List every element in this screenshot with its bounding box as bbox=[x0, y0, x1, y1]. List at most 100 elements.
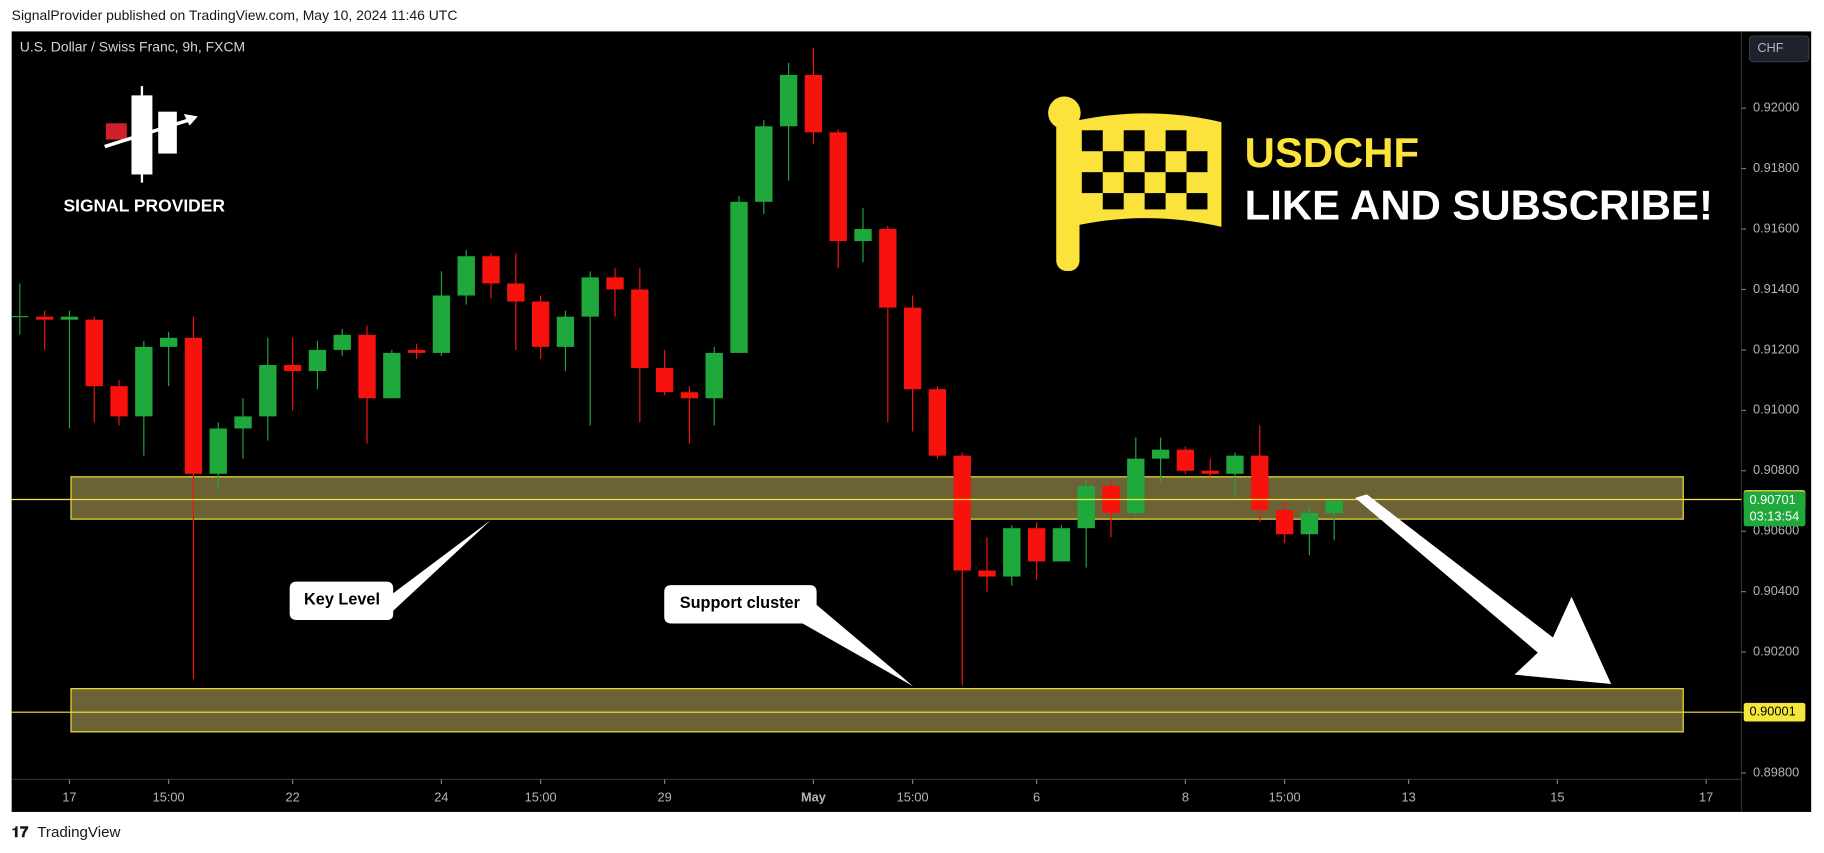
candle-body bbox=[1325, 500, 1343, 514]
candle-body bbox=[60, 316, 79, 320]
x-tick-label: 17 bbox=[62, 789, 76, 804]
level-label: 0.90001 bbox=[1750, 704, 1796, 719]
candle-body bbox=[1176, 449, 1195, 471]
candle-body bbox=[507, 283, 525, 302]
candle-body bbox=[1077, 485, 1095, 529]
candle-body bbox=[482, 256, 500, 284]
x-tick-label: 15:00 bbox=[897, 789, 929, 804]
candle-body bbox=[1151, 449, 1170, 459]
x-tick-label: 8 bbox=[1182, 789, 1189, 804]
candle-body bbox=[358, 334, 376, 399]
x-tick-label: 15 bbox=[1550, 789, 1564, 804]
candle-body bbox=[705, 352, 723, 399]
candle-body bbox=[606, 277, 624, 290]
candle-body bbox=[879, 229, 897, 308]
candle-body bbox=[1300, 513, 1319, 535]
x-tick-label: 6 bbox=[1033, 789, 1040, 804]
candle-body bbox=[581, 277, 599, 317]
x-tick-label: 13 bbox=[1401, 789, 1415, 804]
candle-body bbox=[1052, 528, 1071, 562]
callout-support bbox=[664, 585, 914, 687]
title: USDCHF bbox=[1245, 129, 1419, 176]
y-tick-label: 0.91400 bbox=[1753, 281, 1799, 296]
candle-body bbox=[135, 346, 153, 417]
candle-body bbox=[407, 349, 426, 353]
logo-text: SIGNAL PROVIDER bbox=[64, 196, 226, 216]
x-tick-label: 17 bbox=[1699, 789, 1713, 804]
candle-body bbox=[209, 428, 227, 474]
zone bbox=[70, 688, 1684, 733]
y-tick-label: 0.92000 bbox=[1753, 100, 1799, 115]
candle-body bbox=[184, 337, 203, 474]
currency: CHF bbox=[1757, 40, 1783, 55]
candle-body bbox=[234, 416, 252, 429]
candle-body bbox=[928, 389, 947, 456]
footer-logo: 𝟏𝟕 bbox=[12, 824, 29, 841]
x-tick-label: May bbox=[801, 789, 827, 804]
y-tick-label: 0.91600 bbox=[1753, 220, 1799, 235]
candle-body bbox=[333, 334, 351, 350]
last-price-label: 0.90701 bbox=[1750, 492, 1796, 507]
y-tick-label: 0.91000 bbox=[1753, 402, 1799, 417]
candle-body bbox=[903, 307, 922, 390]
candle-body bbox=[1127, 458, 1145, 514]
candle-body bbox=[383, 352, 401, 399]
candle-body bbox=[11, 316, 29, 318]
arrow bbox=[1355, 494, 1612, 684]
candle-body bbox=[531, 301, 550, 347]
y-tick-label: 0.90600 bbox=[1753, 523, 1799, 538]
candle-body bbox=[779, 74, 798, 127]
x-tick-label: 22 bbox=[286, 789, 300, 804]
y-tick-label: 0.89800 bbox=[1753, 764, 1799, 779]
plot-area: 0.898000.900000.902000.904000.906000.908… bbox=[11, 47, 1806, 804]
x-tick-label: 15:00 bbox=[153, 789, 185, 804]
candle-body bbox=[556, 316, 575, 347]
candle-body bbox=[829, 132, 847, 242]
last-price-badge bbox=[1743, 491, 1806, 527]
x-tick-label: 15:00 bbox=[1269, 789, 1301, 804]
level-badge bbox=[1743, 702, 1806, 722]
candle-body bbox=[730, 201, 748, 353]
candle-body bbox=[1003, 528, 1021, 577]
candle-body bbox=[432, 295, 451, 353]
subtitle: LIKE AND SUBSCRIBE! bbox=[1245, 181, 1713, 228]
header: SignalProvider published on TradingView.… bbox=[12, 7, 458, 23]
y-tick-label: 0.90800 bbox=[1753, 462, 1799, 477]
candle-body bbox=[85, 319, 103, 387]
y-tick-label: 0.90200 bbox=[1753, 643, 1799, 658]
candle-body bbox=[854, 229, 872, 242]
callout-key-level bbox=[289, 519, 491, 621]
countdown: 03:13:54 bbox=[1750, 508, 1800, 523]
flag-icon bbox=[1048, 96, 1222, 272]
candle-body bbox=[755, 126, 773, 202]
annotation: Key Level bbox=[304, 591, 380, 609]
candle-body bbox=[110, 386, 128, 417]
y-tick-label: 0.91800 bbox=[1753, 160, 1799, 175]
candle-body bbox=[655, 368, 674, 393]
y-tick-label: 0.90400 bbox=[1753, 583, 1799, 598]
candle-body bbox=[631, 289, 649, 369]
candle-body bbox=[259, 365, 277, 417]
candle-body bbox=[1226, 455, 1244, 474]
zone bbox=[70, 476, 1684, 520]
candle-body bbox=[457, 256, 475, 296]
logo bbox=[104, 86, 198, 183]
y-tick-label: 0.91200 bbox=[1753, 341, 1799, 356]
candle-body bbox=[1251, 455, 1269, 511]
candle-body bbox=[680, 392, 699, 399]
candle-body bbox=[159, 337, 178, 347]
candle-body bbox=[1027, 528, 1046, 562]
candle-body bbox=[35, 316, 54, 320]
x-tick-label: 24 bbox=[434, 789, 448, 804]
annotation: Support cluster bbox=[680, 594, 801, 612]
x-tick-label: 15:00 bbox=[525, 789, 557, 804]
candle-body bbox=[953, 455, 971, 571]
footer: TradingView bbox=[37, 824, 120, 841]
candle-body bbox=[978, 570, 996, 577]
candle-body bbox=[804, 74, 823, 133]
candle-body bbox=[1201, 470, 1219, 474]
currency-badge bbox=[1748, 35, 1810, 63]
chart-panel bbox=[11, 31, 1812, 812]
